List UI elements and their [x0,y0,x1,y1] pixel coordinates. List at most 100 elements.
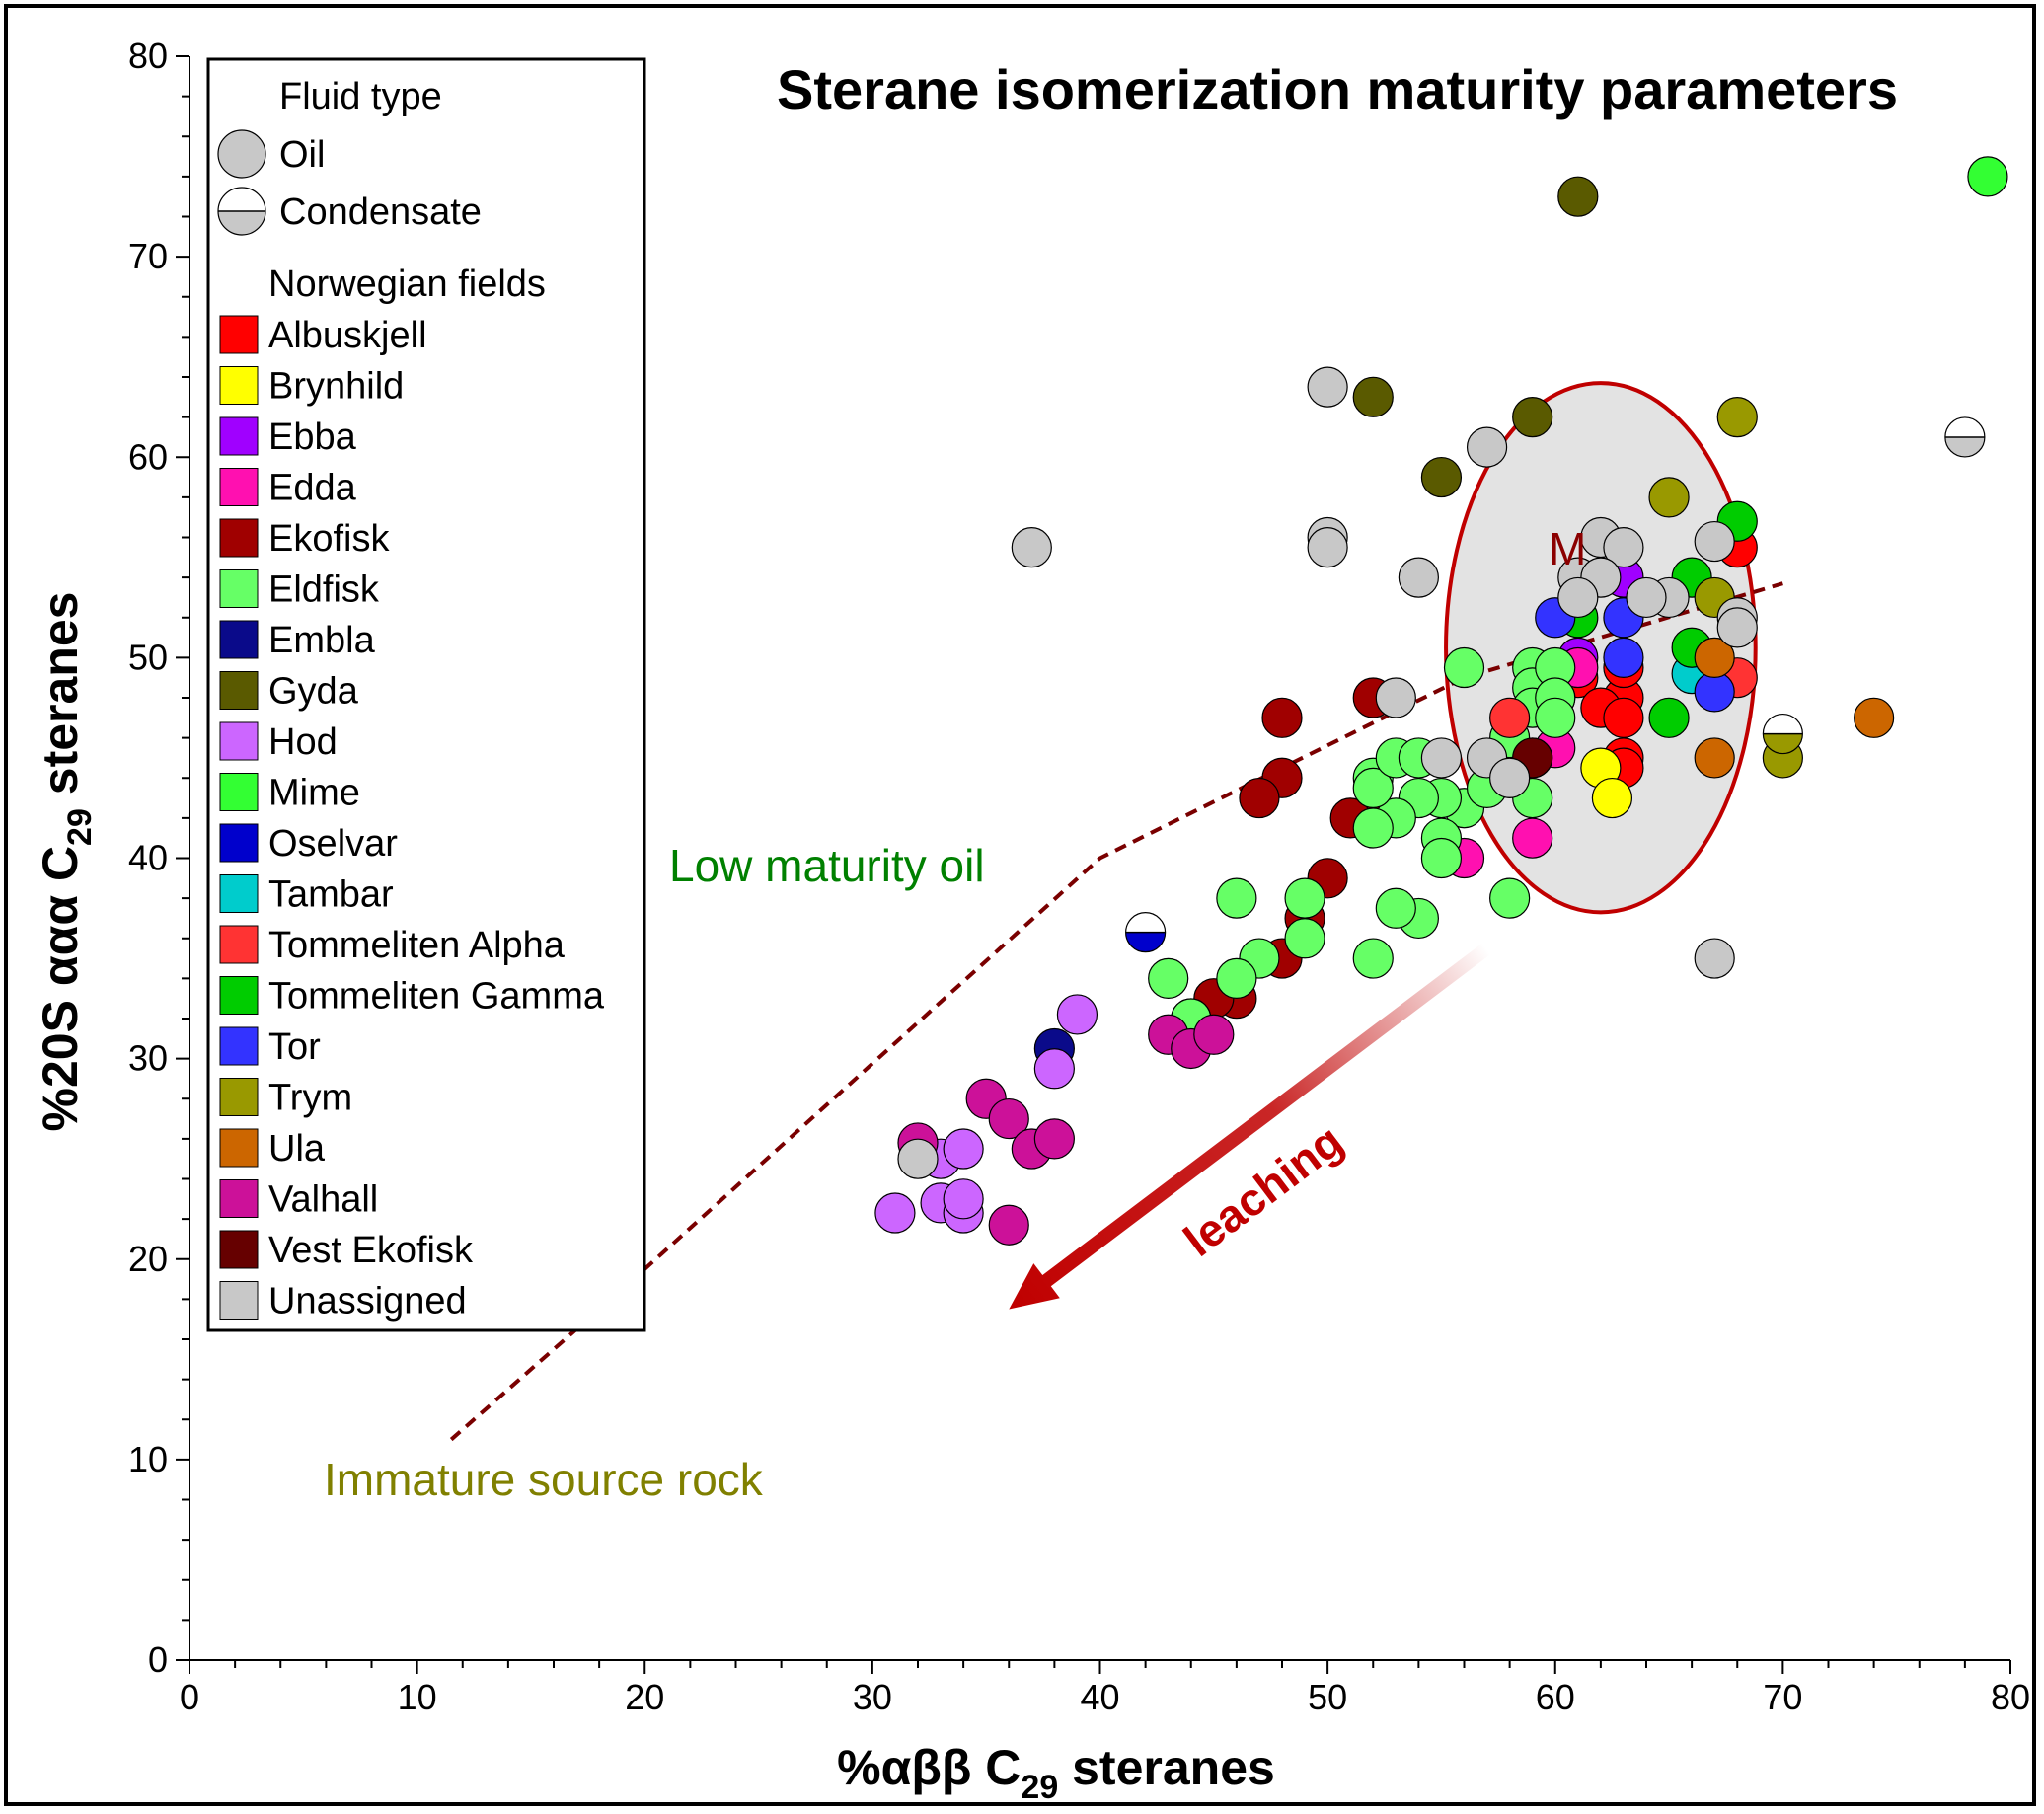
y-tick-label: 20 [128,1239,168,1279]
point-unassigned [1489,757,1531,798]
legend-swatch [219,671,259,710]
legend-condensate-outline [217,187,266,236]
legend-swatch [219,569,259,608]
condensate-bottom [1944,436,1985,457]
point-unassigned [1694,938,1735,979]
legend-field-label: Oselvar [268,823,398,865]
legend-swatch [219,1078,259,1116]
legend-swatch [219,773,259,811]
point-eldfisk [1352,767,1394,809]
legend-swatch [219,823,259,863]
legend-field-label: Unassigned [268,1281,467,1323]
point-unassigned [1307,527,1348,568]
legend-box [206,57,646,1332]
point-hod [1056,994,1098,1035]
legend-swatch [219,1281,259,1320]
legend-oil-symbol [217,129,266,179]
point-unassigned [1603,527,1644,568]
point-edda [1512,817,1553,859]
y-tick-label: 70 [128,236,168,276]
y-axis-title: %20S ααα C29 steranes [33,592,99,1132]
point-eldfisk [1284,918,1325,959]
legend-fluid-title: Fluid type [279,76,442,117]
immature-source-label: Immature source rock [324,1454,764,1505]
point-unassigned [897,1138,939,1179]
point-hod [943,1128,984,1170]
point-gyda [1420,456,1463,498]
point-unassigned [1626,576,1667,619]
tick-labels: 0 10 20 30 40 50 60 70 80 0 10 20 30 40 50 60 70 80 [128,36,2030,1717]
legend-fluid-types: Oil Condensate [217,129,482,236]
leaching-label: leaching [1174,1114,1352,1266]
legend-condensate-bottom [218,211,265,235]
point-unassigned [1694,520,1735,563]
x-tick-label: 70 [1763,1677,1802,1717]
x-tick-label: 20 [625,1677,664,1717]
condensate-outline [1762,713,1803,755]
legend-field-label: Ekofisk [268,518,390,560]
legend-field-label: Tommeliten Alpha [268,925,566,966]
point-hod [874,1192,916,1234]
point-ula [1694,737,1735,779]
point-mime [1967,156,2008,197]
point-albuskjell [1603,697,1644,738]
point-ula [1854,697,1895,738]
y-tick-label: 50 [128,637,168,677]
condensate-outline [1125,912,1167,953]
point-tommeliten-alpha [1489,697,1531,738]
legend-field-label: Tor [268,1026,321,1068]
x-tick-label: 50 [1308,1677,1347,1717]
point-unassigned [1716,607,1758,648]
point-tommeliten-gamma [1648,697,1690,738]
point-unassigned [1557,576,1599,619]
x-tick-label: 80 [1991,1677,2030,1717]
point-hod [1033,1048,1075,1090]
legend-fields-title: Norwegian fields [268,264,546,305]
legend-swatch [219,976,259,1015]
x-tick-label: 40 [1080,1677,1119,1717]
point-eldfisk [1375,887,1416,929]
y-tick-label: 30 [128,1038,168,1079]
legend-swatch [219,874,259,913]
x-tick-label: 10 [398,1677,437,1717]
point-eldfisk [1216,957,1257,999]
legend-field-label: Vest Ekofisk [268,1230,474,1271]
data-points [874,156,2008,1246]
condensate-trym [1762,713,1803,755]
point-unassigned [1307,366,1348,408]
point-eldfisk [1216,877,1257,919]
legend-field-label: Brynhild [268,366,404,408]
legend-field-label: Hod [268,721,338,763]
point-unassigned [1398,557,1439,598]
legend-fluid-label: Condensate [279,191,482,233]
point-unassigned [1375,677,1416,718]
point-eldfisk [1148,957,1189,999]
point-valhall [1193,1014,1235,1055]
point-gyda [1352,376,1394,417]
condensate-outline [1944,416,1986,458]
y-tick-label: 60 [128,436,168,477]
legend-fluid-label: Oil [279,134,325,176]
legend-field-label: Edda [268,468,357,509]
condensate-bottom [1763,733,1803,754]
point-brynhild [1591,777,1633,819]
legend-swatch [219,1026,259,1066]
point-eldfisk [1352,807,1394,849]
low-maturity-label: Low maturity oil [669,840,985,891]
point-gyda [1557,176,1599,217]
legend-field-label: Ula [268,1128,326,1170]
point-trym [1648,477,1690,518]
legend-swatch [219,1230,259,1269]
legend-field-label: Tommeliten Gamma [268,976,605,1018]
condensate-unassigned [1944,416,1986,458]
point-valhall [1033,1118,1075,1160]
legend-field-label: Mime [268,773,360,814]
legend-field-label: Albuskjell [268,315,427,356]
y-tick-label: 80 [128,36,168,76]
y-tick-label: 10 [128,1439,168,1479]
point-trym [1716,397,1758,438]
legend-swatch [219,1179,259,1218]
x-axis-title: %αββ C29 steranes [837,1740,1275,1806]
point-eldfisk [1443,646,1485,689]
